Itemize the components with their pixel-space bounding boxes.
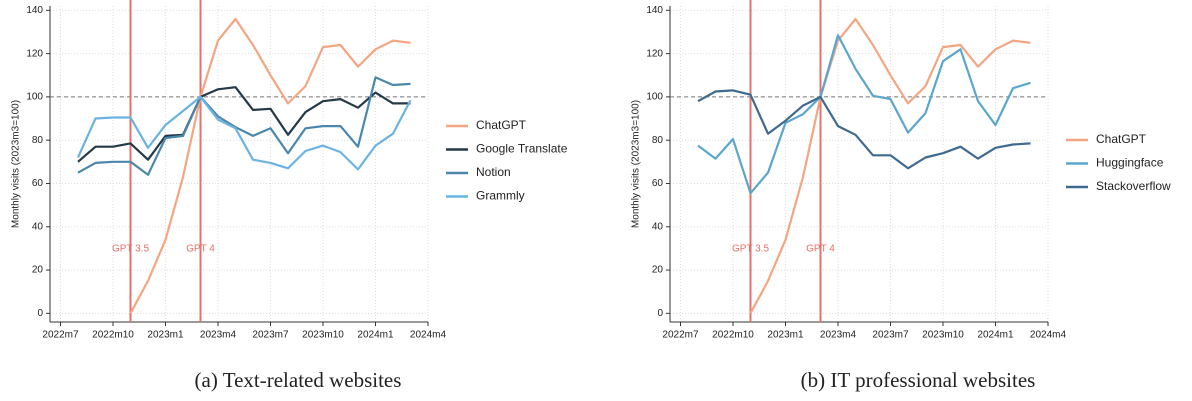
- x-tick-label: 2024m4: [1030, 330, 1067, 341]
- legend-label: Grammly: [476, 189, 525, 203]
- x-tick-label: 2023m10: [922, 330, 964, 341]
- legend-label: ChatGPT: [476, 118, 527, 132]
- x-tick-label: 2023m4: [820, 330, 857, 341]
- x-tick-label: 2022m7: [42, 330, 79, 341]
- caption: (a) Text-related websites: [195, 368, 402, 392]
- y-tick-label: 20: [32, 265, 44, 276]
- y-tick-label: 80: [652, 135, 664, 146]
- legend-label: Google Translate: [476, 142, 568, 156]
- x-tick-label: 2022m7: [662, 330, 699, 341]
- caption: (b) IT professional websites: [801, 368, 1036, 392]
- y-tick-label: 0: [37, 308, 43, 319]
- y-tick-label: 40: [652, 221, 664, 232]
- series-line: [76, 95, 412, 171]
- legend-label: Huggingface: [1096, 156, 1164, 170]
- x-tick-label: 2024m1: [977, 330, 1014, 341]
- x-tick-label: 2023m7: [252, 330, 289, 341]
- y-tick-label: 120: [26, 48, 43, 59]
- event-label: GPT 3.5: [112, 244, 149, 255]
- x-tick-label: 2024m4: [410, 330, 447, 341]
- event-label: GPT 4: [186, 244, 215, 255]
- series-line: [749, 17, 1031, 314]
- y-tick-label: 60: [32, 178, 44, 189]
- event-label: GPT 3.5: [732, 244, 769, 255]
- series-line: [697, 89, 1031, 170]
- x-tick-label: 2023m4: [200, 330, 237, 341]
- y-tick-label: 120: [646, 48, 663, 59]
- y-axis-label: Monthly visits (2023m3=100): [631, 100, 642, 228]
- x-tick-label: 2022m10: [712, 330, 754, 341]
- y-tick-label: 140: [26, 5, 43, 16]
- x-tick-label: 2023m1: [767, 330, 804, 341]
- legend-label: ChatGPT: [1096, 132, 1147, 146]
- x-tick-label: 2022m10: [92, 330, 134, 341]
- series-line: [77, 86, 411, 163]
- y-tick-label: 100: [26, 92, 43, 103]
- x-tick-label: 2023m10: [302, 330, 344, 341]
- x-tick-label: 2024m1: [357, 330, 394, 341]
- event-label: GPT 4: [806, 244, 835, 255]
- y-tick-label: 20: [652, 265, 664, 276]
- series-line: [129, 17, 411, 314]
- y-tick-label: 60: [652, 178, 664, 189]
- legend-label: Stackoverflow: [1096, 179, 1171, 193]
- series-line: [697, 34, 1031, 195]
- legend-label: Notion: [476, 165, 511, 179]
- x-tick-label: 2023m7: [872, 330, 909, 341]
- y-tick-label: 80: [32, 135, 44, 146]
- y-tick-label: 140: [646, 5, 663, 16]
- x-tick-label: 2023m1: [147, 330, 184, 341]
- y-tick-label: 40: [32, 221, 44, 232]
- y-tick-label: 0: [657, 308, 663, 319]
- y-axis-label: Monthly visits (2023m3=100): [11, 100, 22, 228]
- y-tick-label: 100: [646, 92, 663, 103]
- series-line: [77, 76, 411, 176]
